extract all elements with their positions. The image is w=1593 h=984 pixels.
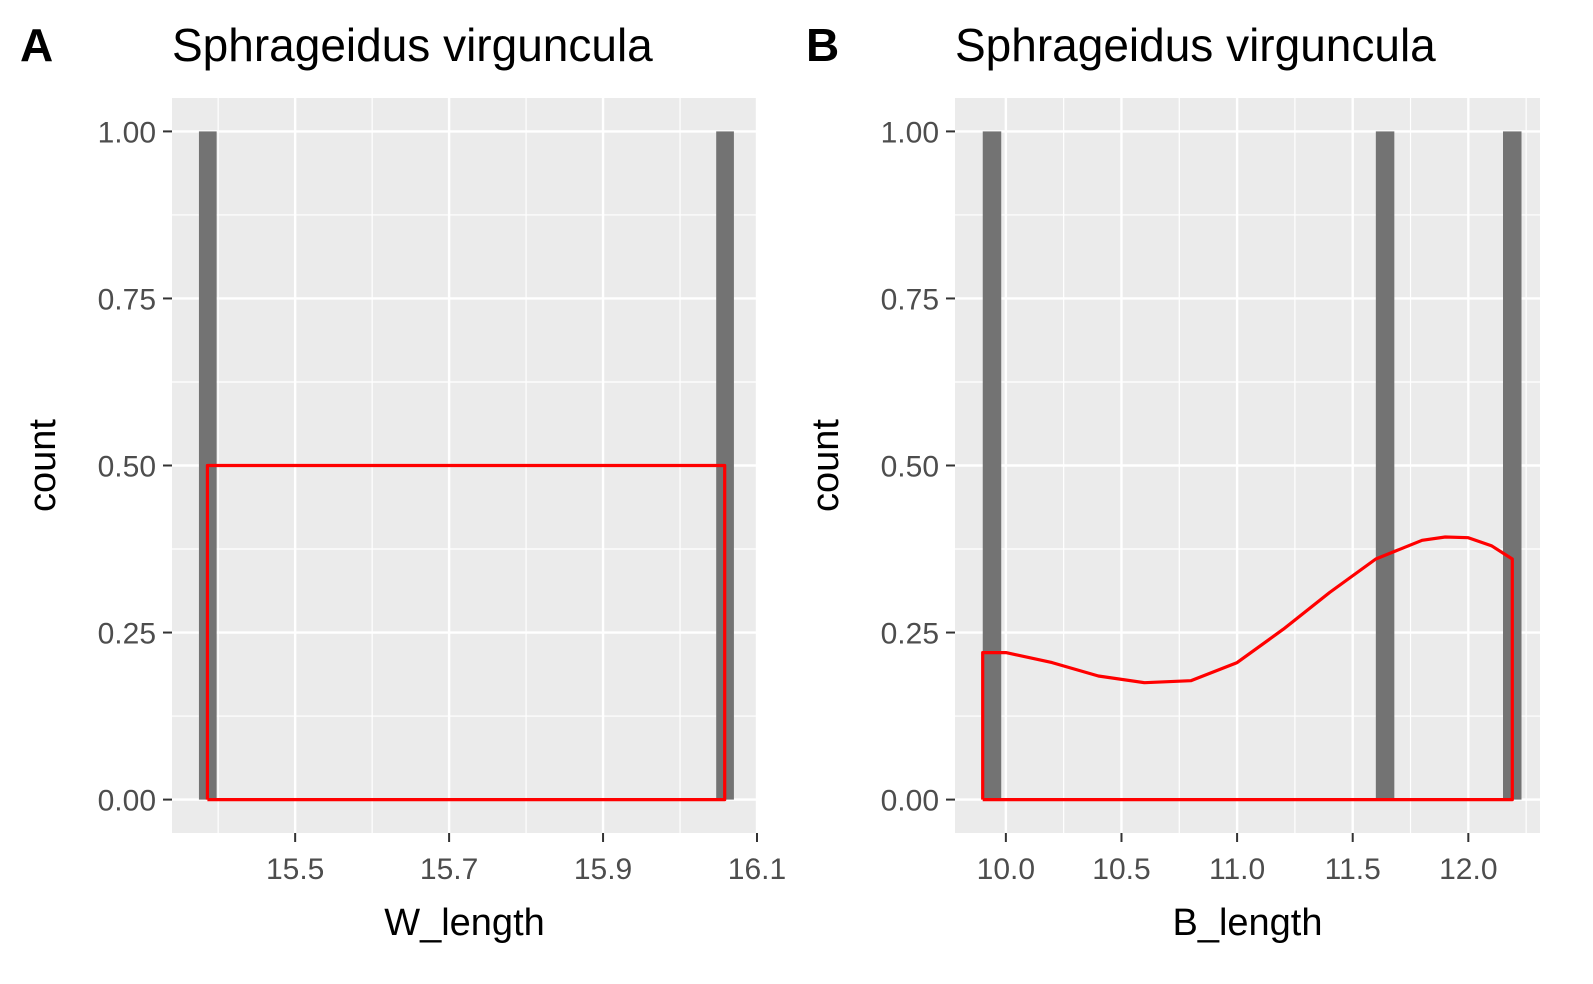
x-tick-label-b: 10.0 bbox=[977, 853, 1035, 886]
y-tick-label-a: 0.00 bbox=[98, 785, 156, 818]
y-tick-label-a: 0.50 bbox=[98, 451, 156, 484]
histogram-bar-b-0 bbox=[982, 131, 1002, 800]
x-tick-label-a: 16.1 bbox=[728, 853, 786, 886]
panel-a-tag: A bbox=[20, 19, 54, 71]
histogram-bar-b-2 bbox=[1503, 131, 1522, 800]
y-tick-label-b: 0.25 bbox=[881, 618, 939, 651]
x-tick-label-b: 12.0 bbox=[1439, 853, 1497, 886]
x-axis-label-b: B_length bbox=[1172, 902, 1322, 944]
density-line-b bbox=[981, 535, 1514, 802]
panel-a-title: Sphrageidus virguncula bbox=[172, 19, 653, 71]
y-tick-label-b: 0.75 bbox=[881, 283, 939, 316]
histogram-bar-b-1 bbox=[1375, 131, 1395, 800]
x-axis-label-a: W_length bbox=[384, 902, 545, 944]
y-tick-label-a: 0.75 bbox=[98, 283, 156, 316]
x-tick-label-b: 10.5 bbox=[1092, 853, 1150, 886]
x-tick-label-a: 15.5 bbox=[266, 853, 324, 886]
y-tick-label-b: 0.50 bbox=[881, 451, 939, 484]
y-axis-label-a: count bbox=[22, 419, 64, 512]
y-tick-label-b: 1.00 bbox=[881, 116, 939, 149]
x-tick-label-a: 15.7 bbox=[420, 853, 478, 886]
density-line-a bbox=[205, 463, 727, 802]
y-tick-label-a: 0.25 bbox=[98, 618, 156, 651]
x-tick-label-b: 11.5 bbox=[1325, 853, 1381, 886]
x-tick-label-a: 15.9 bbox=[574, 853, 632, 886]
y-tick-label-a: 1.00 bbox=[98, 116, 156, 149]
x-tick-label-b: 11.0 bbox=[1209, 853, 1265, 886]
panel-b-title: Sphrageidus virguncula bbox=[955, 19, 1436, 71]
y-axis-label-b: count bbox=[805, 419, 847, 512]
panel-b-tag: B bbox=[806, 19, 840, 71]
y-tick-label-b: 0.00 bbox=[881, 785, 939, 818]
